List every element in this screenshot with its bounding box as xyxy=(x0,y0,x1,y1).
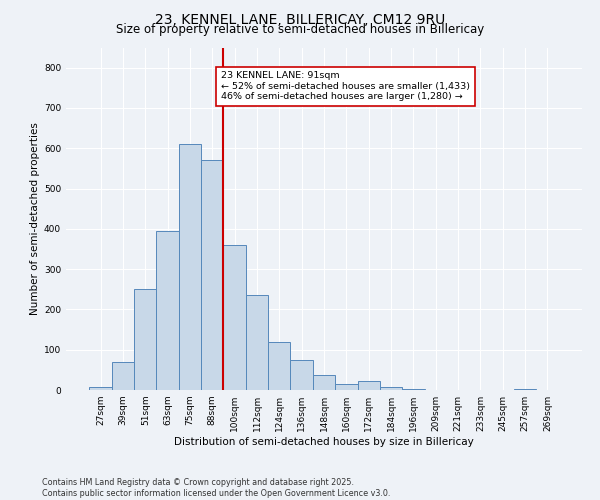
Bar xyxy=(223,245,246,390)
X-axis label: Distribution of semi-detached houses by size in Billericay: Distribution of semi-detached houses by … xyxy=(174,437,474,447)
Bar xyxy=(112,362,134,390)
Bar xyxy=(514,389,536,390)
Bar xyxy=(268,342,290,390)
Bar xyxy=(290,360,313,390)
Bar xyxy=(179,144,201,390)
Bar xyxy=(89,387,112,390)
Text: Size of property relative to semi-detached houses in Billericay: Size of property relative to semi-detach… xyxy=(116,22,484,36)
Text: 23 KENNEL LANE: 91sqm
← 52% of semi-detached houses are smaller (1,433)
46% of s: 23 KENNEL LANE: 91sqm ← 52% of semi-deta… xyxy=(221,72,470,102)
Bar xyxy=(358,381,380,390)
Bar xyxy=(335,384,358,390)
Text: 23, KENNEL LANE, BILLERICAY, CM12 9RU: 23, KENNEL LANE, BILLERICAY, CM12 9RU xyxy=(155,12,445,26)
Y-axis label: Number of semi-detached properties: Number of semi-detached properties xyxy=(30,122,40,315)
Bar xyxy=(246,294,268,390)
Bar xyxy=(157,231,179,390)
Bar xyxy=(134,290,157,390)
Text: Contains HM Land Registry data © Crown copyright and database right 2025.
Contai: Contains HM Land Registry data © Crown c… xyxy=(42,478,391,498)
Bar xyxy=(201,160,223,390)
Bar xyxy=(313,375,335,390)
Bar xyxy=(380,387,402,390)
Bar xyxy=(402,389,425,390)
